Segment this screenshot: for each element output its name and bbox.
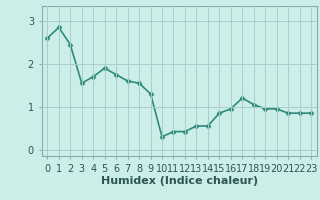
X-axis label: Humidex (Indice chaleur): Humidex (Indice chaleur) xyxy=(100,176,258,186)
